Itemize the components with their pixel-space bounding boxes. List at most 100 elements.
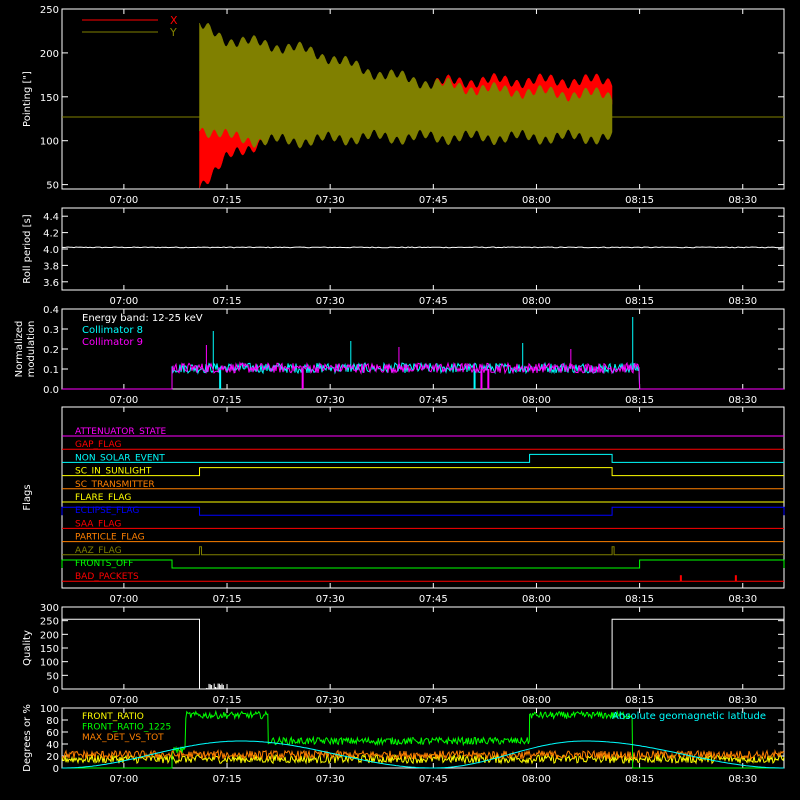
- geomag-legend-3: MAX_DET_VS_TOT: [82, 733, 164, 743]
- geomag-ytick-label: 20: [46, 752, 59, 763]
- flags-xtick-label: 07:30: [316, 594, 345, 605]
- quality-ytick-label: 150: [40, 644, 59, 655]
- modulation-xtick-label: 08:15: [625, 395, 654, 406]
- quality-ytick-label: 250: [40, 617, 59, 628]
- roll-xtick-label: 08:30: [728, 296, 757, 307]
- flags-xtick-label: 07:15: [213, 594, 242, 605]
- geomag-xtick-label: 07:30: [316, 774, 345, 785]
- flag-label-attenuator-state: ATTENUATOR_STATE: [75, 427, 167, 437]
- geomag-annotation: Absolute geomagnetic latitude: [612, 711, 766, 722]
- modulation-xtick-label: 07:00: [109, 395, 138, 406]
- roll-xtick-label: 07:45: [419, 296, 448, 307]
- pointing-ytick-label: 100: [40, 137, 59, 148]
- quality-xtick-label: 08:30: [728, 695, 757, 706]
- roll-xtick-label: 08:15: [625, 296, 654, 307]
- flag-label-eclipse-flag: ECLIPSE_FLAG: [75, 506, 139, 516]
- geomag-xtick-label: 07:00: [109, 774, 138, 785]
- modulation-ylabel: Normalized: [14, 321, 25, 378]
- flags-xtick-label: 07:45: [419, 594, 448, 605]
- roll-xtick-label: 07:00: [109, 296, 138, 307]
- pointing-ylabel: Pointing ["]: [22, 71, 33, 127]
- flag-label-sc-transmitter: SC_TRANSMITTER: [75, 480, 155, 490]
- quality-xtick-label: 08:00: [522, 695, 551, 706]
- pointing-ytick-label: 250: [40, 5, 59, 16]
- geomag-latitude-curve: [62, 740, 784, 769]
- geomag-ytick-label: 40: [46, 740, 59, 751]
- flag-label-saa-flag: SAA_FLAG: [75, 519, 121, 529]
- pointing-ytick-label: 200: [40, 49, 59, 60]
- flags-xtick-label: 08:15: [625, 594, 654, 605]
- modulation-xtick-label: 07:30: [316, 395, 345, 406]
- flag-label-fronts-off: FRONTS_OFF: [75, 559, 133, 569]
- modulation-ytick-label: 0.4: [43, 305, 59, 316]
- geomag-ytick-label: 60: [46, 728, 59, 739]
- geomag-xtick-label: 07:15: [213, 774, 242, 785]
- flag-line-fronts-off: [61, 559, 785, 569]
- legend-label-y: Y: [169, 26, 177, 39]
- modulation-legend-1: Collimator 8: [82, 325, 143, 336]
- modulation-ytick-label: 0.3: [43, 325, 59, 336]
- geomag-front-ratio-1225: [62, 709, 784, 769]
- flag-line-non-solar-event: [62, 453, 784, 463]
- geomag-xtick-label: 08:30: [728, 774, 757, 785]
- quality-xtick-label: 07:15: [213, 695, 242, 706]
- geomag-legend-2: FRONT_RATIO_1225: [82, 723, 171, 733]
- modulation-annotation: Energy band: 12-25 keV: [82, 313, 203, 324]
- modulation-collimator-9: [62, 361, 784, 390]
- roll-frame: [61, 207, 785, 291]
- modulation-xtick-label: 08:00: [522, 395, 551, 406]
- roll-ytick-label: 3.8: [43, 261, 59, 272]
- geomag-ytick-label: 100: [40, 704, 59, 715]
- geomag-ylabel: Degrees or %: [22, 704, 33, 772]
- pointing-xtick-label: 07:30: [316, 195, 345, 206]
- flags-frame: [61, 406, 785, 589]
- quality-ytick-label: 300: [40, 603, 59, 614]
- quality-ylabel: Quality: [22, 630, 33, 666]
- pointing-xtick-label: 08:15: [625, 195, 654, 206]
- legend-label-x: X: [170, 14, 178, 27]
- modulation-xtick-label: 08:30: [728, 395, 757, 406]
- quality-xtick-label: 08:15: [625, 695, 654, 706]
- quality-line: [62, 618, 784, 690]
- geomag-xtick-label: 08:15: [625, 774, 654, 785]
- flags-xtick-label: 08:30: [728, 594, 757, 605]
- pointing-series-y: [199, 23, 613, 149]
- geomag-xtick-label: 07:45: [419, 774, 448, 785]
- quality-ytick-label: 100: [40, 658, 59, 669]
- flags-xtick-label: 08:00: [522, 594, 551, 605]
- roll-ytick-label: 3.6: [43, 278, 59, 289]
- modulation-xtick-label: 07:45: [419, 395, 448, 406]
- flag-label-non-solar-event: NON_SOLAR_EVENT: [75, 453, 165, 463]
- roll-ytick-label: 4.0: [43, 245, 59, 256]
- modulation-ytick-label: 0.1: [43, 365, 59, 376]
- pointing-xtick-label: 07:45: [419, 195, 448, 206]
- quality-ytick-label: 200: [40, 630, 59, 641]
- geomag-legend-1: FRONT_RATIO: [82, 712, 144, 722]
- flag-label-gap-flag: GAP_FLAG: [75, 440, 121, 450]
- flag-label-sc-in-sunlight: SC_IN_SUNLIGHT: [75, 467, 152, 477]
- modulation-ytick-label: 0.0: [43, 385, 59, 396]
- geomag-xtick-label: 08:00: [522, 774, 551, 785]
- pointing-ytick-label: 150: [40, 93, 59, 104]
- roll-ylabel: Roll period [s]: [22, 214, 33, 283]
- modulation-ytick-label: 0.2: [43, 345, 59, 356]
- pointing-xtick-label: 08:00: [522, 195, 551, 206]
- flag-label-aaz-flag: AAZ_FLAG: [75, 546, 122, 556]
- flag-line-eclipse-flag: [61, 506, 785, 516]
- quality-xtick-label: 07:45: [419, 695, 448, 706]
- quality-xtick-label: 07:00: [109, 695, 138, 706]
- pointing-ytick-label: 50: [46, 181, 59, 192]
- pointing-xtick-label: 07:15: [213, 195, 242, 206]
- modulation-ylabel: modulation: [26, 321, 37, 378]
- quality-ytick-label: 0: [53, 685, 59, 696]
- flag-line-sc-in-sunlight: [62, 467, 784, 477]
- roll-xtick-label: 07:15: [213, 296, 242, 307]
- quality-xtick-label: 07:30: [316, 695, 345, 706]
- flag-label-particle-flag: PARTICLE_FLAG: [75, 533, 145, 543]
- geomag-ytick-label: 80: [46, 716, 59, 727]
- roll-xtick-label: 08:00: [522, 296, 551, 307]
- flags-ylabel: Flags: [22, 484, 33, 510]
- modulation-xtick-label: 07:15: [213, 395, 242, 406]
- roll-ytick-label: 4.4: [43, 212, 59, 223]
